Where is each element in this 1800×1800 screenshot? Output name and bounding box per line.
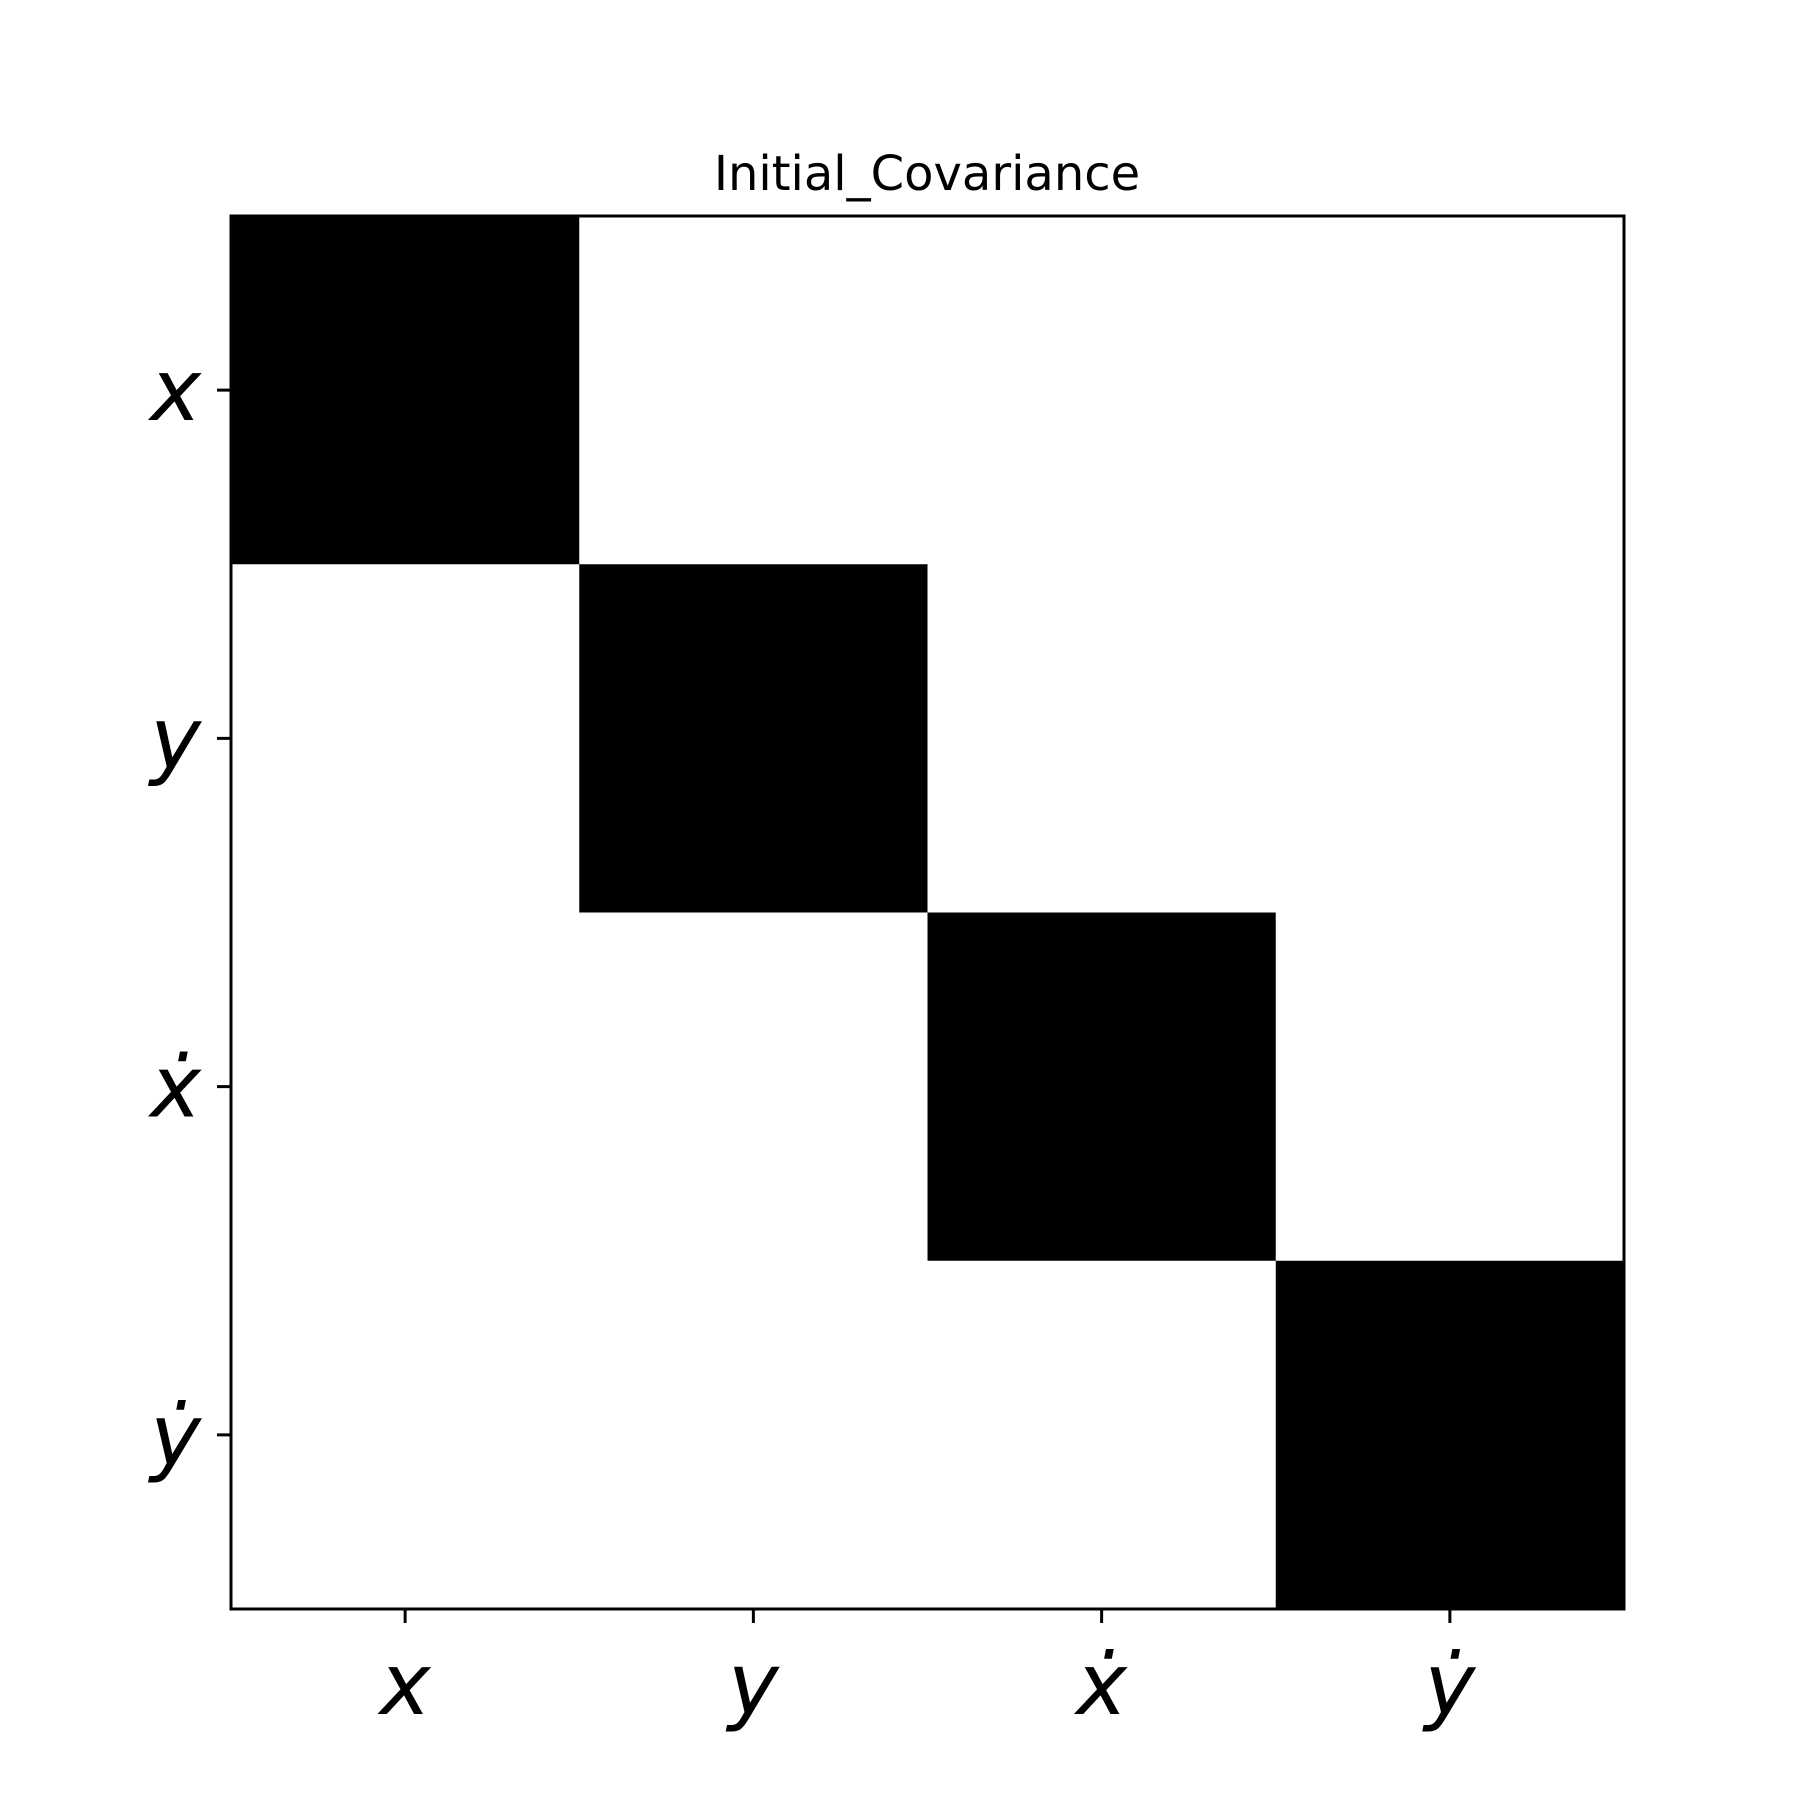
heatmap-cell xyxy=(927,216,1277,565)
heatmap-cell xyxy=(231,1260,580,1610)
x-tick-label: ẏ xyxy=(1421,1635,1476,1735)
chart-title: Initial_Covariance xyxy=(714,146,1140,202)
heatmap-cell xyxy=(579,216,928,565)
axes-frame xyxy=(229,214,1626,1611)
heatmap-cell xyxy=(231,912,580,1262)
heatmap-cell xyxy=(927,564,1277,913)
y-tick-label: ẋ xyxy=(147,1038,202,1138)
y-axis: x y ẋ ẏ xyxy=(147,341,231,1486)
heatmap-cell xyxy=(927,1260,1277,1610)
x-tick-label: y xyxy=(725,1635,780,1735)
heatmap-cell xyxy=(1275,912,1625,1262)
heatmap-cell xyxy=(579,912,928,1262)
heatmap-cell xyxy=(927,912,1277,1262)
heatmap-cell xyxy=(1275,564,1625,913)
heatmap-cells xyxy=(231,216,1625,1610)
heatmap-cell xyxy=(231,216,580,565)
x-tick-label: x xyxy=(377,1635,432,1735)
heatmap-cell xyxy=(1275,1260,1625,1610)
heatmap-cell xyxy=(1275,216,1625,565)
y-tick-label: x xyxy=(147,341,202,441)
heatmap-cell xyxy=(579,1260,928,1610)
x-tick-label: ẋ xyxy=(1073,1635,1128,1735)
heatmap-cell xyxy=(579,564,928,913)
heatmap-cell xyxy=(231,564,580,913)
y-tick-label: ẏ xyxy=(147,1386,202,1486)
y-tick-label: y xyxy=(147,689,202,789)
